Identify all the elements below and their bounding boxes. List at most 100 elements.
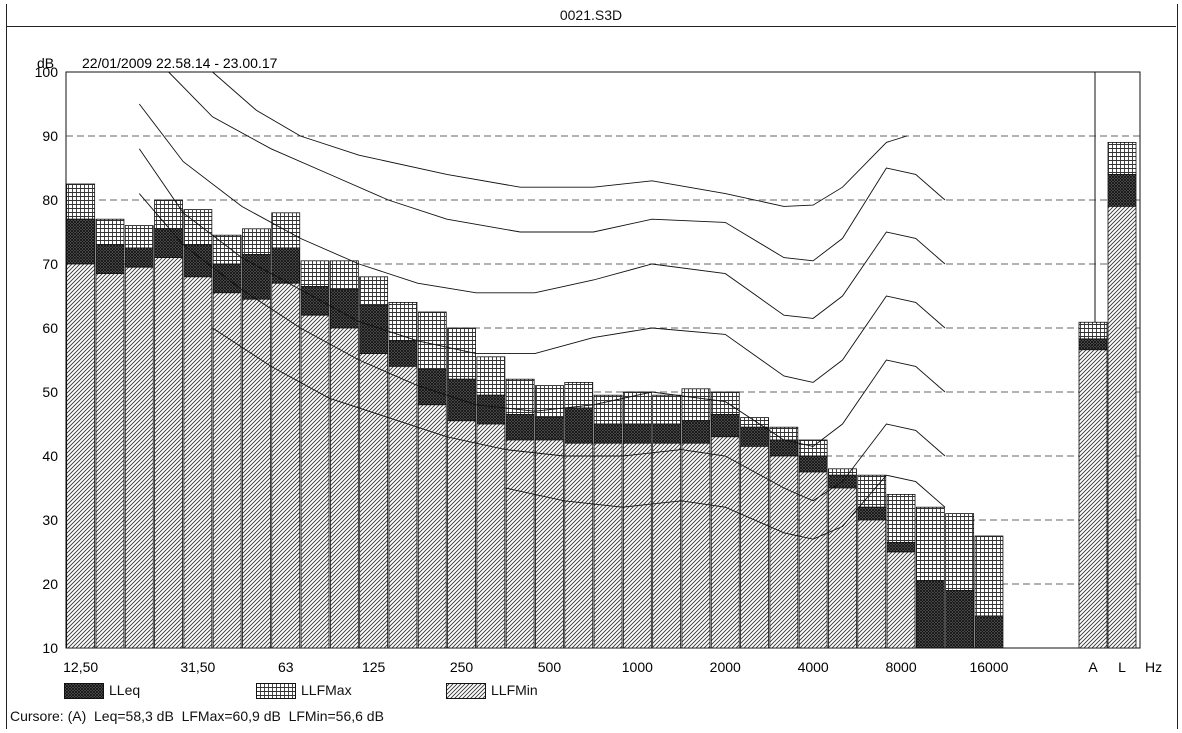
- bar-max-14: [476, 356, 506, 396]
- bar-min-9: [329, 327, 359, 649]
- bar-eq-6: [242, 253, 271, 300]
- x-axis-unit: Hz: [1145, 659, 1162, 675]
- window-title: 0021.S3D: [6, 4, 1176, 27]
- bar-eq-4: [183, 244, 213, 278]
- bar-max-11: [388, 301, 418, 342]
- bar-eq-15: [505, 413, 535, 441]
- reference-curve-3: [138, 148, 946, 383]
- bar-max-25: [798, 439, 828, 457]
- bar-min-3: [154, 257, 183, 649]
- bar-eq-27: [857, 506, 887, 521]
- bar-eq-16: [535, 417, 564, 441]
- y-tick-label-90: 90: [42, 128, 58, 144]
- reference-curve-2: [138, 103, 946, 319]
- bar-min-7: [271, 282, 301, 649]
- bar-max-26: [828, 468, 857, 476]
- legend-swatch-llfmax: [256, 683, 296, 699]
- bar-eq-9: [329, 289, 359, 329]
- bar-eq-21: [681, 420, 711, 444]
- bar-min-26: [828, 487, 857, 649]
- cursor-status: Cursore: (A) Leq=58,3 dB LFMax=60,9 dB L…: [10, 708, 384, 724]
- x-tick-label-31: 16000: [969, 659, 1008, 675]
- bar-max-21: [681, 388, 711, 422]
- bar-min-14: [476, 423, 506, 649]
- bar-min-11: [388, 365, 418, 649]
- bar-eq-3: [154, 228, 183, 259]
- legend-label-lleq: LLeq: [109, 682, 141, 698]
- bar-min-19: [622, 442, 652, 649]
- bar-min-6: [242, 298, 271, 649]
- bar-min-20: [652, 442, 682, 649]
- bar-eq-8: [300, 285, 330, 316]
- bar-max-8: [300, 260, 330, 287]
- y-tick-label-70: 70: [42, 256, 58, 272]
- bar-min-32: [1078, 349, 1108, 649]
- chart-title: 22/01/2009 22.58.14 - 23.00.17: [82, 55, 278, 71]
- bar-min-27: [857, 519, 887, 649]
- bar-min-2: [124, 266, 154, 649]
- bar-max-15: [505, 378, 535, 415]
- bar-min-22: [710, 436, 740, 649]
- bar-max-1: [95, 218, 125, 246]
- bar-max-19: [622, 391, 652, 425]
- legend-label-llfmax: LLFMax: [301, 682, 352, 698]
- x-tick-label-7: 63: [278, 659, 294, 675]
- bar-max-30: [945, 513, 975, 591]
- bar-eq-29: [915, 580, 945, 649]
- bar-min-13: [447, 420, 476, 649]
- bar-eq-11: [388, 340, 418, 367]
- bar-max-29: [915, 506, 945, 582]
- y-tick-label-100: 100: [35, 64, 59, 80]
- legend-swatch-lleq: [64, 683, 104, 699]
- bar-max-0: [66, 183, 96, 220]
- x-tick-label-33: L: [1118, 659, 1126, 675]
- bar-min-12: [417, 404, 447, 649]
- y-tick-label-10: 10: [42, 640, 58, 656]
- bar-min-0: [66, 263, 96, 649]
- bar-min-17: [564, 442, 594, 649]
- bar-min-8: [300, 314, 330, 649]
- x-tick-label-16: 500: [538, 659, 562, 675]
- bar-eq-20: [652, 423, 682, 444]
- bar-eq-2: [124, 247, 154, 268]
- bar-max-31: [974, 535, 1004, 617]
- bar-max-23: [740, 417, 769, 428]
- bar-min-16: [535, 439, 564, 649]
- bar-max-5: [212, 234, 242, 265]
- legend-label-llfmin: LLFMin: [491, 682, 538, 698]
- bar-max-20: [652, 394, 682, 425]
- bar-eq-14: [476, 394, 506, 425]
- y-tick-label-80: 80: [42, 192, 58, 208]
- bar-max-6: [242, 228, 271, 255]
- bar-eq-19: [622, 423, 652, 444]
- reference-curve-5: [212, 327, 946, 502]
- bar-eq-28: [886, 542, 916, 553]
- bar-min-5: [212, 292, 242, 649]
- bar-max-2: [124, 225, 154, 249]
- bar-min-33: [1107, 205, 1137, 649]
- reference-curve-6: [505, 474, 946, 540]
- bar-max-17: [564, 381, 594, 409]
- y-tick-label-40: 40: [42, 448, 58, 464]
- bar-eq-0: [66, 218, 96, 265]
- bar-eq-30: [945, 590, 975, 649]
- bar-min-15: [505, 439, 535, 649]
- bar-min-1: [95, 273, 125, 649]
- x-tick-label-13: 250: [450, 659, 474, 675]
- bar-eq-32: [1078, 338, 1108, 351]
- y-tick-label-50: 50: [42, 384, 58, 400]
- x-tick-label-22: 2000: [710, 659, 741, 675]
- reference-curve-4: [138, 193, 946, 447]
- bar-eq-18: [593, 423, 623, 444]
- bar-eq-22: [710, 413, 740, 438]
- bar-min-25: [798, 471, 828, 649]
- bar-min-18: [593, 442, 623, 649]
- x-tick-label-32: A: [1088, 659, 1098, 675]
- bar-max-16: [535, 385, 564, 419]
- bar-min-24: [769, 455, 799, 649]
- bar-eq-23: [740, 426, 769, 447]
- bar-eq-1: [95, 244, 125, 275]
- legend-swatch-llfmin: [446, 683, 486, 699]
- bar-max-13: [447, 327, 476, 380]
